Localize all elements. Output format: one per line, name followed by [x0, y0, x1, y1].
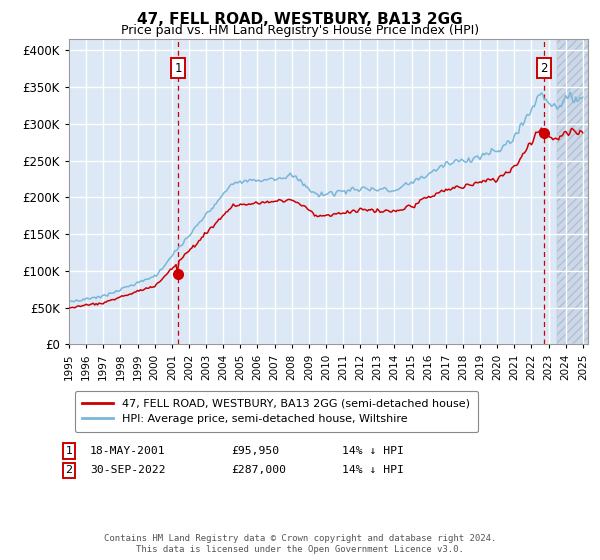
Bar: [557, 39, 588, 344]
Text: £95,950: £95,950: [231, 446, 279, 456]
Text: Contains HM Land Registry data © Crown copyright and database right 2024.
This d: Contains HM Land Registry data © Crown c…: [104, 534, 496, 554]
Text: 14% ↓ HPI: 14% ↓ HPI: [342, 446, 404, 456]
Text: 2: 2: [541, 62, 548, 74]
Text: 2: 2: [65, 465, 73, 475]
Text: 1: 1: [175, 62, 182, 74]
Text: Price paid vs. HM Land Registry's House Price Index (HPI): Price paid vs. HM Land Registry's House …: [121, 24, 479, 36]
Text: 1: 1: [65, 446, 73, 456]
Text: £287,000: £287,000: [231, 465, 286, 475]
Text: 47, FELL ROAD, WESTBURY, BA13 2GG: 47, FELL ROAD, WESTBURY, BA13 2GG: [137, 12, 463, 27]
Text: 14% ↓ HPI: 14% ↓ HPI: [342, 465, 404, 475]
Text: 30-SEP-2022: 30-SEP-2022: [90, 465, 166, 475]
Text: 18-MAY-2001: 18-MAY-2001: [90, 446, 166, 456]
Legend: 47, FELL ROAD, WESTBURY, BA13 2GG (semi-detached house), HPI: Average price, sem: 47, FELL ROAD, WESTBURY, BA13 2GG (semi-…: [74, 391, 478, 432]
